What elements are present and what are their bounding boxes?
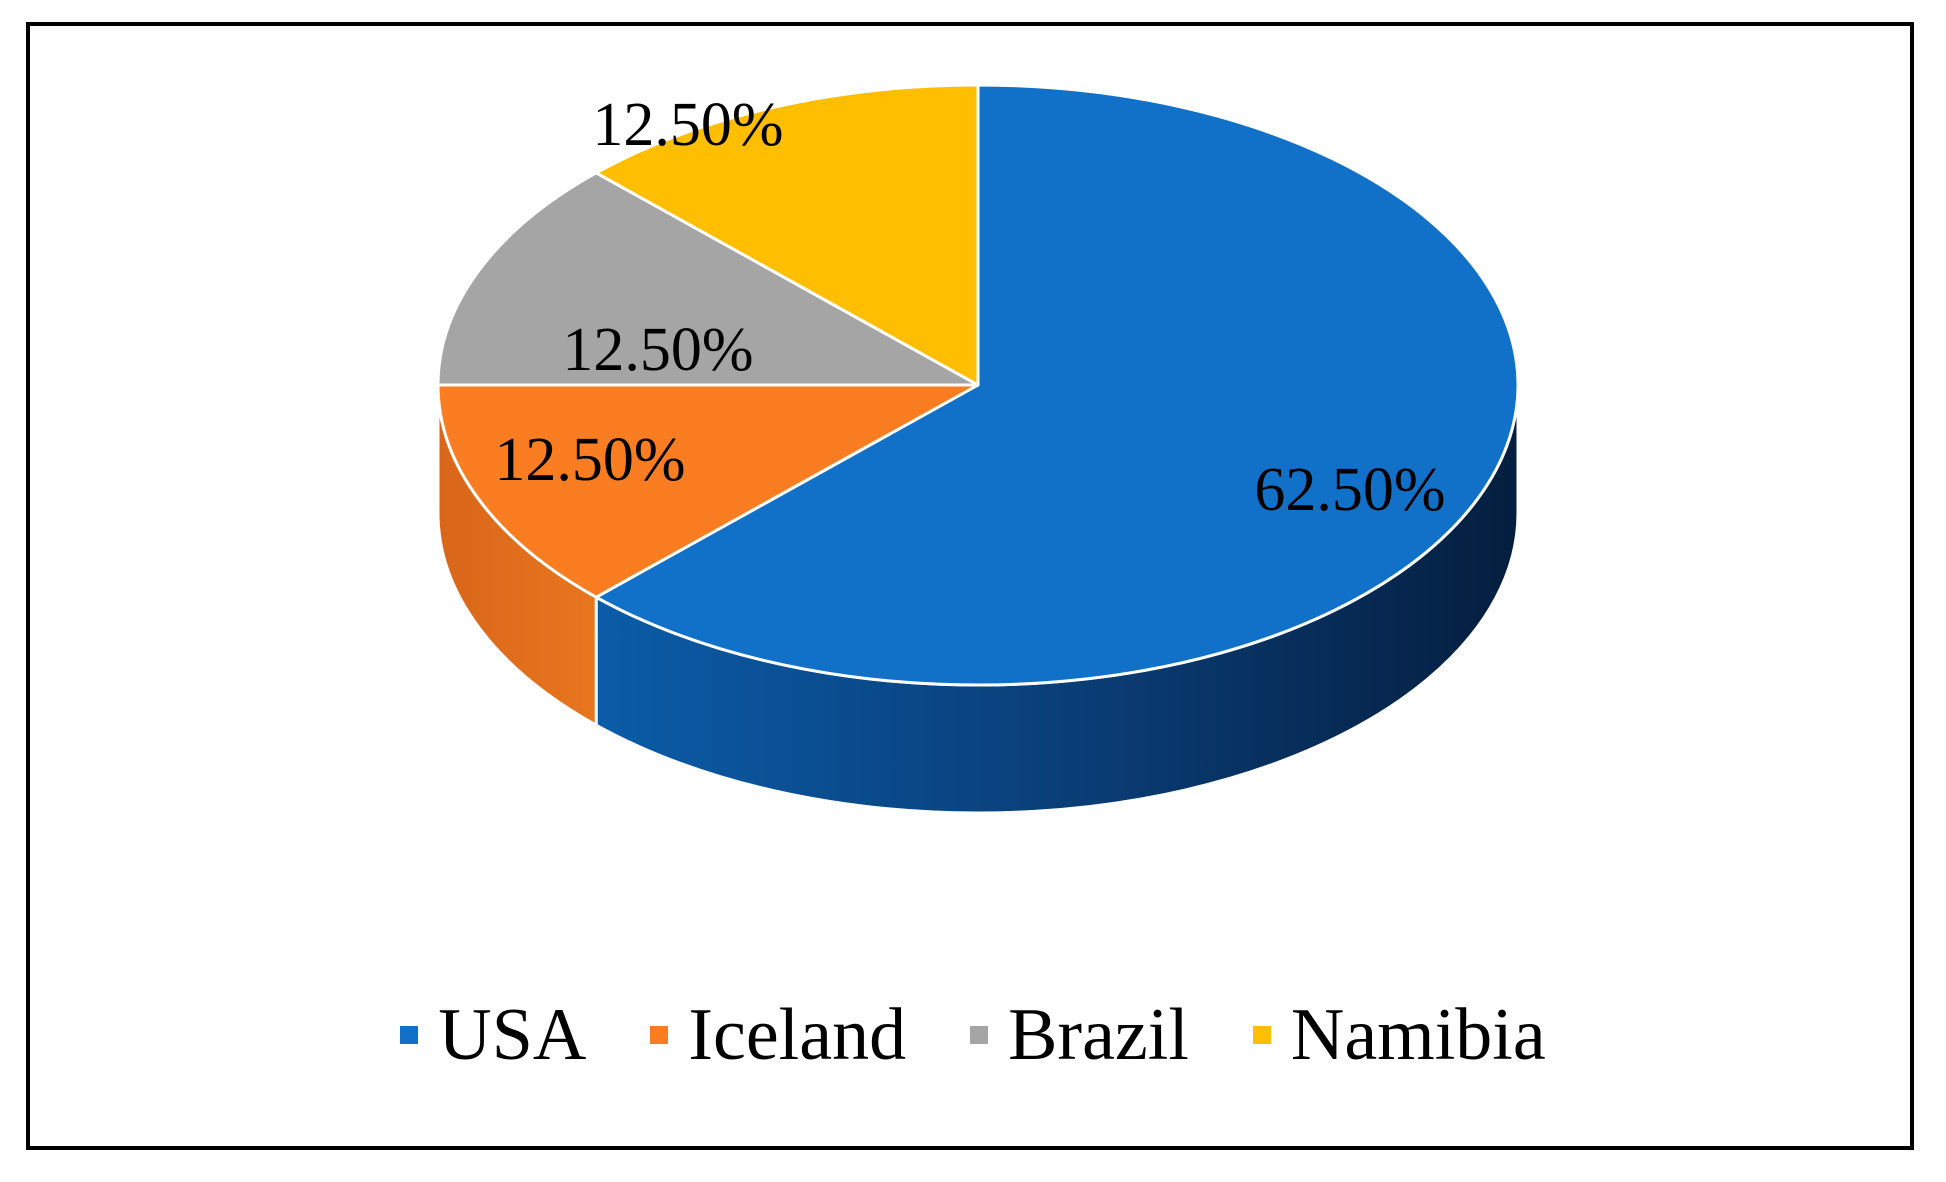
legend-item-brazil: Brazil [970,998,1189,1072]
legend: USA Iceland Brazil Namibia [0,990,1946,1080]
legend-item-iceland: Iceland [650,998,906,1072]
pie-slice-namibia [594,83,980,387]
legend-item-usa: USA [400,998,586,1072]
legend-label-namibia: Namibia [1290,994,1546,1076]
pie-slice-brazil [436,171,980,387]
pie-tops [436,83,1520,687]
legend-swatch-brazil [970,1026,989,1044]
legend-label-usa: USA [438,994,587,1076]
data-label-iceland: 12.50% [494,426,685,494]
legend-swatch-iceland [650,1026,669,1044]
legend-swatch-namibia [1252,1026,1271,1044]
pie-slice-iceland [436,383,980,599]
legend-item-namibia: Namibia [1252,994,1546,1076]
legend-swatch-usa [400,1026,419,1044]
legend-label-brazil: Brazil [1008,994,1189,1076]
data-label-usa: 62.50% [1254,456,1445,524]
legend-label-iceland: Iceland [688,994,907,1076]
data-label-brazil: 12.50% [562,316,753,384]
data-label-namibia: 12.50% [592,91,783,159]
pie-labels: 62.50% 12.50% 12.50% 12.50% [494,91,1445,524]
pie-slice-usa [594,83,1520,687]
